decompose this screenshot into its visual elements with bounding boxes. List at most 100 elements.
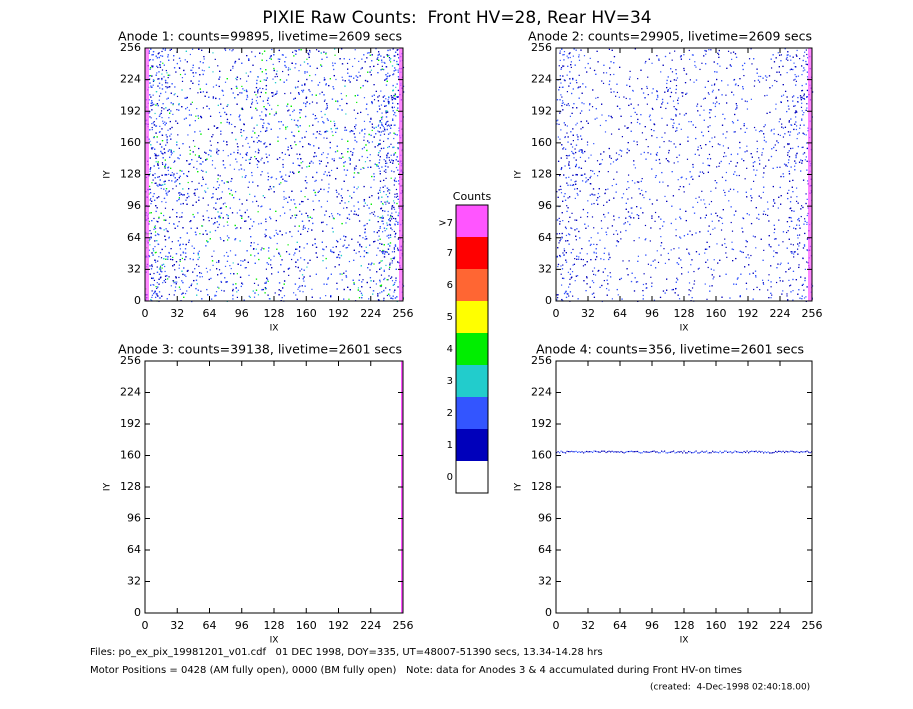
texture-dot bbox=[305, 176, 307, 178]
texture-dot bbox=[325, 53, 327, 55]
texture-dot bbox=[226, 235, 229, 237]
texture-dot bbox=[158, 95, 161, 97]
texture-dot bbox=[276, 248, 278, 250]
texture-dot bbox=[363, 185, 365, 188]
texture-dot bbox=[354, 139, 356, 142]
texture-dot bbox=[354, 128, 357, 130]
texture-dot bbox=[390, 214, 392, 217]
texture-dot bbox=[383, 269, 385, 271]
texture-dot bbox=[162, 153, 164, 155]
texture-dot bbox=[395, 180, 398, 182]
texture-dot bbox=[381, 166, 383, 168]
texture-dot bbox=[296, 124, 299, 127]
texture-dot bbox=[178, 267, 180, 269]
texture-dot bbox=[172, 113, 174, 116]
texture-dot bbox=[163, 229, 165, 231]
texture-dot bbox=[197, 254, 200, 256]
texture-dot bbox=[261, 53, 264, 55]
texture-dot bbox=[387, 196, 389, 198]
texture-dot bbox=[393, 200, 395, 202]
texture-dot bbox=[293, 98, 295, 100]
texture-dot bbox=[386, 80, 388, 82]
texture-dot bbox=[235, 138, 237, 141]
texture-dot bbox=[159, 252, 162, 254]
texture-dot bbox=[265, 153, 267, 155]
texture-dot bbox=[266, 99, 269, 101]
texture-dot bbox=[260, 140, 262, 143]
texture-dot bbox=[385, 228, 388, 230]
texture-dot bbox=[280, 182, 282, 184]
texture-dot bbox=[276, 242, 278, 245]
texture-dot bbox=[274, 292, 276, 294]
texture-dot bbox=[171, 241, 173, 243]
texture-dot bbox=[192, 64, 194, 66]
texture-dot bbox=[300, 213, 303, 215]
texture-dot bbox=[379, 121, 381, 123]
texture-dot bbox=[383, 253, 386, 255]
texture-dot bbox=[321, 65, 323, 67]
texture-dot bbox=[178, 147, 180, 149]
texture-dot bbox=[379, 268, 381, 270]
texture-dot bbox=[259, 87, 261, 90]
texture-dot bbox=[173, 264, 175, 266]
texture-dot bbox=[279, 128, 281, 130]
texture-dot bbox=[329, 141, 331, 144]
texture-dot bbox=[387, 210, 389, 213]
texture-dot bbox=[305, 103, 307, 105]
texture-dot bbox=[285, 66, 287, 68]
texture-dot bbox=[378, 53, 380, 55]
texture-dot bbox=[333, 88, 335, 90]
texture-dot bbox=[227, 155, 229, 157]
texture-dot bbox=[390, 170, 393, 172]
texture-dot bbox=[354, 136, 356, 138]
texture-dot bbox=[381, 243, 383, 245]
texture-dot bbox=[374, 146, 376, 148]
texture-dot bbox=[270, 237, 272, 239]
texture-dot bbox=[356, 101, 358, 104]
texture-dot bbox=[388, 57, 391, 59]
texture-dot bbox=[396, 109, 398, 111]
texture-dot bbox=[163, 197, 166, 200]
texture-dot bbox=[251, 103, 253, 105]
texture-dot bbox=[189, 220, 191, 223]
texture-dot bbox=[161, 248, 163, 251]
texture-dot bbox=[149, 188, 151, 191]
texture-dot bbox=[379, 279, 381, 281]
texture-dot bbox=[195, 115, 197, 117]
texture-dot bbox=[331, 158, 333, 160]
texture-dot bbox=[394, 111, 396, 114]
texture-dot bbox=[387, 55, 389, 57]
texture-dot bbox=[320, 64, 322, 66]
texture-dot bbox=[222, 217, 224, 219]
texture-dot bbox=[300, 233, 302, 235]
texture-dot bbox=[388, 268, 390, 270]
texture-dot bbox=[197, 117, 200, 119]
texture-dot bbox=[316, 117, 318, 119]
texture-dot bbox=[212, 223, 215, 225]
texture-dot bbox=[311, 94, 313, 96]
texture-dot bbox=[228, 123, 231, 125]
texture-dot bbox=[397, 69, 399, 71]
texture-dot bbox=[170, 149, 172, 151]
texture-dot bbox=[371, 129, 373, 132]
texture-dot bbox=[253, 127, 255, 129]
texture-dot bbox=[213, 125, 216, 127]
texture-dot bbox=[302, 278, 304, 280]
texture-dot bbox=[396, 195, 399, 197]
texture-dot bbox=[149, 68, 151, 70]
texture-dot bbox=[154, 240, 156, 242]
texture-dot bbox=[394, 224, 396, 226]
texture-dot bbox=[257, 89, 259, 91]
texture-dot bbox=[349, 158, 352, 160]
texture-dot bbox=[214, 295, 216, 297]
texture-dot bbox=[294, 252, 296, 254]
texture-dot bbox=[163, 76, 165, 78]
texture-dot bbox=[175, 276, 177, 278]
texture-dot bbox=[336, 145, 338, 147]
texture-dot bbox=[325, 257, 327, 260]
texture-dot bbox=[294, 67, 296, 69]
texture-dot bbox=[183, 296, 185, 298]
texture-dot bbox=[268, 257, 270, 259]
texture-dot bbox=[153, 291, 156, 293]
texture-dot bbox=[299, 125, 301, 127]
